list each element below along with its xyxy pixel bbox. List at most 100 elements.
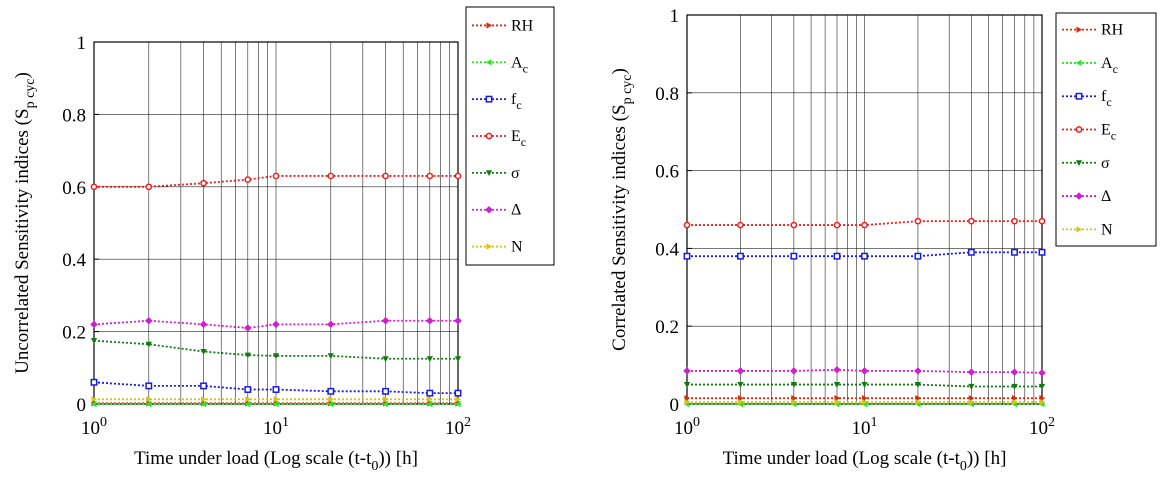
data-point [146, 396, 152, 403]
data-point [737, 221, 744, 229]
legend-label: fc [511, 91, 522, 112]
data-point [833, 221, 841, 229]
data-point [200, 382, 208, 390]
y-axis-title: Uncorrelated Sensitivity indices (Sp cyc… [12, 72, 38, 374]
data-point [244, 352, 252, 359]
data-point [145, 183, 153, 191]
y-tick-label: 1 [670, 6, 680, 27]
data-point [244, 400, 251, 408]
data-point [426, 356, 434, 362]
data-point [145, 316, 153, 325]
x-axis-title: Time under load (Log scale (t-t0)) [h] [134, 448, 418, 474]
data-point [833, 366, 841, 374]
legend-box [465, 6, 555, 266]
series-2 [90, 378, 462, 397]
legend-marker [1076, 226, 1083, 233]
x-tick-label: 102 [445, 415, 471, 439]
data-point [145, 341, 152, 348]
series-3 [90, 172, 462, 191]
x-tick-label: 100 [674, 415, 700, 439]
legend-marker [485, 95, 493, 103]
data-point [1011, 398, 1018, 406]
data-point [145, 382, 153, 390]
series-3 [683, 217, 1046, 229]
legend-marker [1075, 126, 1083, 133]
data-point [454, 356, 462, 362]
legend-label: RH [1101, 22, 1124, 39]
legend-item: Δ [472, 202, 521, 219]
legend-item: fc [472, 91, 522, 112]
vertical-grid [93, 42, 450, 404]
data-point [1011, 383, 1018, 390]
data-point [426, 316, 434, 325]
legend-item: Ac [1062, 55, 1118, 76]
data-point [791, 398, 798, 406]
legend-label: Ac [1101, 55, 1118, 76]
legend-label: Ec [1101, 122, 1116, 143]
series-6 [91, 396, 462, 403]
data-point [272, 386, 280, 393]
data-point [90, 400, 97, 408]
legend-item: σ [472, 165, 520, 182]
data-point [90, 183, 98, 191]
x-tick-label: 102 [1029, 415, 1055, 439]
data-point [915, 398, 922, 406]
y-tick-label: 0 [670, 395, 680, 416]
legend: RH Ac fc Ec σ Δ N [465, 6, 555, 266]
x-tick-label: 101 [852, 415, 878, 439]
data-point [860, 367, 869, 375]
legend-marker [485, 59, 492, 66]
y-tick-label: 0 [77, 395, 87, 416]
data-point [1011, 217, 1018, 225]
y-tick-label: 0.4 [62, 250, 86, 271]
y-tick-label: 0.4 [655, 239, 679, 260]
data-point [1010, 368, 1019, 376]
y-tick-label: 0.6 [62, 178, 86, 199]
data-point [90, 320, 98, 329]
data-point [327, 400, 334, 408]
data-point [382, 356, 389, 362]
data-point [327, 172, 335, 180]
data-point [145, 400, 152, 408]
legend-marker [485, 170, 493, 177]
data-point [272, 320, 280, 329]
data-point [454, 389, 462, 397]
data-point [1038, 383, 1046, 390]
y-axis-title: Correlated Sensitivity indices (Sp cyc) [609, 68, 635, 351]
legend-item: Ac [472, 54, 528, 75]
series-line [94, 175, 458, 188]
y-tick-label: 1 [77, 33, 87, 54]
data-point [683, 221, 691, 229]
x-tick-label: 101 [263, 415, 289, 439]
series-6 [684, 398, 1046, 406]
data-point [426, 400, 433, 408]
data-point [381, 316, 390, 325]
data-point [861, 398, 868, 406]
data-point [454, 400, 461, 408]
data-point [737, 398, 744, 406]
y-tick-label: 0.6 [655, 162, 679, 183]
data-point [914, 381, 922, 388]
data-point [967, 248, 975, 256]
data-point [790, 367, 798, 375]
data-point [683, 367, 691, 375]
legend-label: Δ [1101, 188, 1111, 205]
series-4 [90, 338, 462, 362]
legend-box [1055, 12, 1157, 247]
data-point [382, 387, 390, 395]
data-point [328, 396, 334, 403]
data-point [90, 338, 98, 344]
legend-marker [486, 243, 493, 250]
y-tick-label: 0.8 [655, 84, 679, 105]
y-tick-label: 0.2 [655, 317, 679, 338]
legend-marker [1075, 192, 1083, 200]
left-chart: 0 0.2 0.4 0.6 0.8 1 100 101 102 Time under load (… [12, 6, 555, 474]
legend-item: fc [1062, 88, 1112, 109]
vertical-grid [686, 15, 1035, 404]
legend-marker [485, 132, 493, 140]
legend-label: Ec [511, 128, 526, 149]
data-point [426, 172, 434, 180]
data-point [244, 386, 252, 393]
data-point [736, 367, 745, 375]
x-tick-label: 100 [81, 415, 107, 439]
